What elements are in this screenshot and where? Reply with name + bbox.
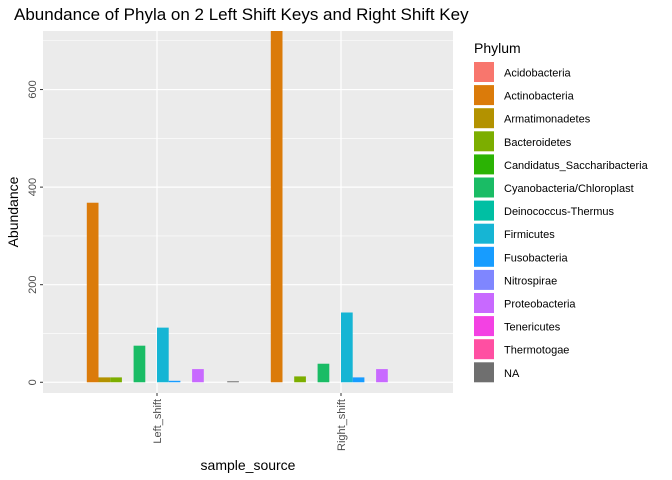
bar-actinobacteria-right-shift — [270, 31, 283, 383]
bar-cyanobacteria-chloroplast-left-shift — [133, 345, 146, 383]
legend-key — [474, 223, 494, 244]
legend-label: NA — [504, 368, 520, 380]
legend-label: Bacteroidetes — [504, 137, 572, 149]
x-tick-label: Right_shift — [336, 399, 348, 451]
legend-key — [474, 362, 494, 383]
legend-label: Acidobacteria — [504, 68, 572, 80]
y-axis-label: Abundance — [5, 176, 21, 247]
bar-actinobacteria-left-shift — [86, 202, 99, 383]
y-tick-label: 600 — [27, 80, 39, 98]
legend-key — [474, 269, 494, 290]
bar-firmicutes-left-shift — [157, 327, 169, 383]
legend-key — [474, 200, 494, 221]
bar-armatimonadetes-left-shift — [98, 377, 111, 383]
legend-key — [474, 246, 494, 267]
y-axis: 0 200 400 600 — [27, 80, 43, 385]
y-tick-label: 200 — [27, 276, 39, 294]
legend-label: Nitrospirae — [504, 275, 557, 287]
y-tick-label: 400 — [27, 178, 39, 196]
bar-bacteroidetes-left-shift — [110, 377, 122, 383]
legend-key — [474, 339, 494, 360]
bar-fusobacteria-left-shift — [168, 380, 181, 383]
bar-firmicutes-right-shift — [341, 312, 353, 383]
bar-cyanobacteria-chloroplast-right-shift — [317, 363, 330, 383]
bar-fusobacteria-right-shift — [352, 377, 365, 383]
legend-key — [474, 108, 494, 129]
bar-bacteroidetes-right-shift — [294, 376, 306, 383]
plot-panel — [43, 31, 453, 393]
bar-proteobacteria-left-shift — [192, 369, 204, 383]
x-axis-label: sample_source — [201, 457, 296, 473]
legend-label: Thermotogae — [504, 345, 569, 357]
x-axis: Left_shift Right_shift — [152, 393, 348, 451]
legend-key — [474, 177, 494, 198]
y-tick-label: 0 — [27, 379, 39, 385]
legend-title: Phylum — [474, 40, 521, 56]
legend-label: Firmicutes — [504, 229, 555, 241]
legend: Phylum Acidobacteria Actinobacteria Armati… — [474, 40, 649, 383]
legend-label: Deinococcus-Thermus — [504, 206, 615, 218]
bars — [86, 31, 388, 383]
legend-key — [474, 316, 494, 337]
chart-title: Abundance of Phyla on 2 Left Shift Keys … — [14, 5, 469, 24]
legend-key — [474, 293, 494, 313]
legend-items: Acidobacteria Actinobacteria Armatimonadet… — [474, 62, 649, 383]
legend-label: Candidatus_Saccharibacteria — [504, 160, 649, 172]
legend-label: Proteobacteria — [504, 299, 576, 311]
legend-label: Tenericutes — [504, 322, 561, 334]
x-tick-label: Left_shift — [152, 399, 164, 444]
legend-label: Actinobacteria — [504, 91, 575, 103]
bar-na-left-shift — [227, 381, 239, 383]
minor-gridlines — [43, 40, 453, 334]
bar-proteobacteria-right-shift — [376, 369, 388, 383]
legend-label: Cyanobacteria/Chloroplast — [504, 183, 634, 195]
legend-label: Fusobacteria — [504, 252, 568, 264]
legend-key — [474, 131, 494, 152]
legend-label: Armatimonadetes — [504, 114, 591, 126]
legend-key — [474, 62, 494, 82]
legend-key — [474, 154, 494, 175]
legend-key — [474, 85, 494, 106]
